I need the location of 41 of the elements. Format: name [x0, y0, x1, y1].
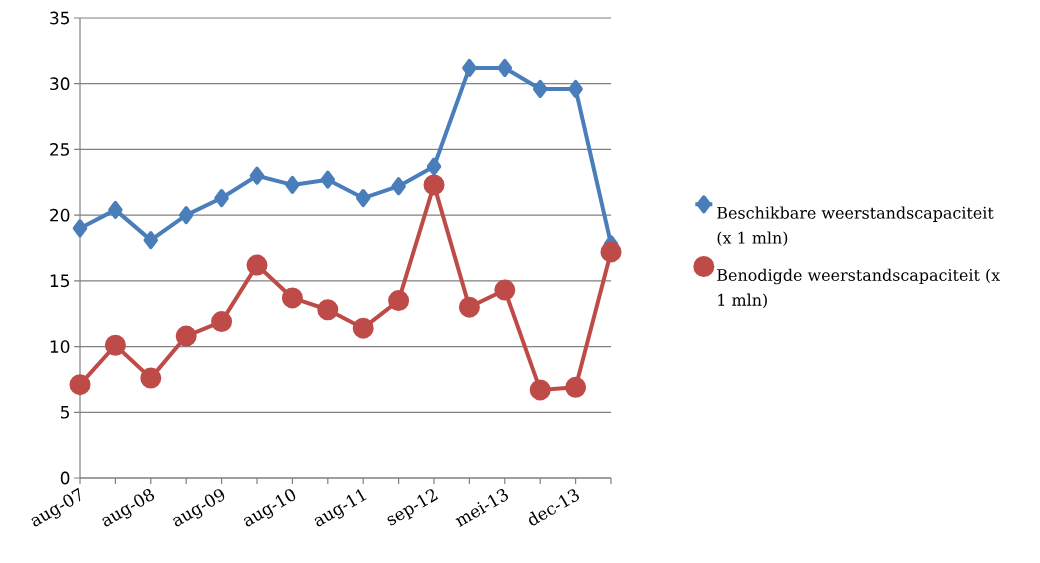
point — [281, 287, 303, 309]
y-tick-label: 20 — [50, 208, 70, 222]
point — [104, 334, 126, 356]
point — [423, 174, 445, 196]
point — [355, 189, 371, 208]
y-tick-label: 10 — [50, 340, 70, 353]
point — [462, 58, 477, 77]
point — [285, 175, 300, 194]
point — [458, 296, 480, 318]
y-tick-label: 0 — [60, 471, 70, 485]
point — [529, 379, 551, 401]
point — [108, 200, 123, 219]
y-tick-label: 5 — [61, 405, 69, 419]
point — [426, 157, 442, 176]
point — [178, 206, 194, 225]
point — [320, 170, 336, 189]
point — [140, 367, 162, 389]
point — [69, 374, 91, 396]
legend-label: Benodigde weerstandscapaciteit (x 1 mln) — [717, 268, 1000, 309]
point — [143, 231, 159, 250]
y-tick-label: 15 — [50, 274, 69, 288]
point — [494, 279, 516, 301]
point — [565, 376, 587, 398]
point — [211, 311, 233, 333]
y-tick-label: 30 — [50, 77, 70, 91]
point — [352, 317, 374, 339]
point — [568, 79, 583, 98]
point — [175, 325, 197, 347]
point — [391, 177, 406, 196]
y-tick-label: 35 — [50, 11, 69, 25]
point — [388, 290, 410, 312]
legend-label: Beschikbare weerstandscapaciteit (x 1 mln) — [717, 206, 994, 246]
point — [317, 299, 339, 321]
point — [214, 189, 229, 208]
point — [497, 58, 513, 77]
point — [600, 241, 622, 263]
point — [246, 254, 268, 276]
point — [72, 219, 88, 238]
point — [532, 79, 548, 98]
y-tick-label: 25 — [50, 143, 69, 156]
point — [249, 166, 265, 185]
